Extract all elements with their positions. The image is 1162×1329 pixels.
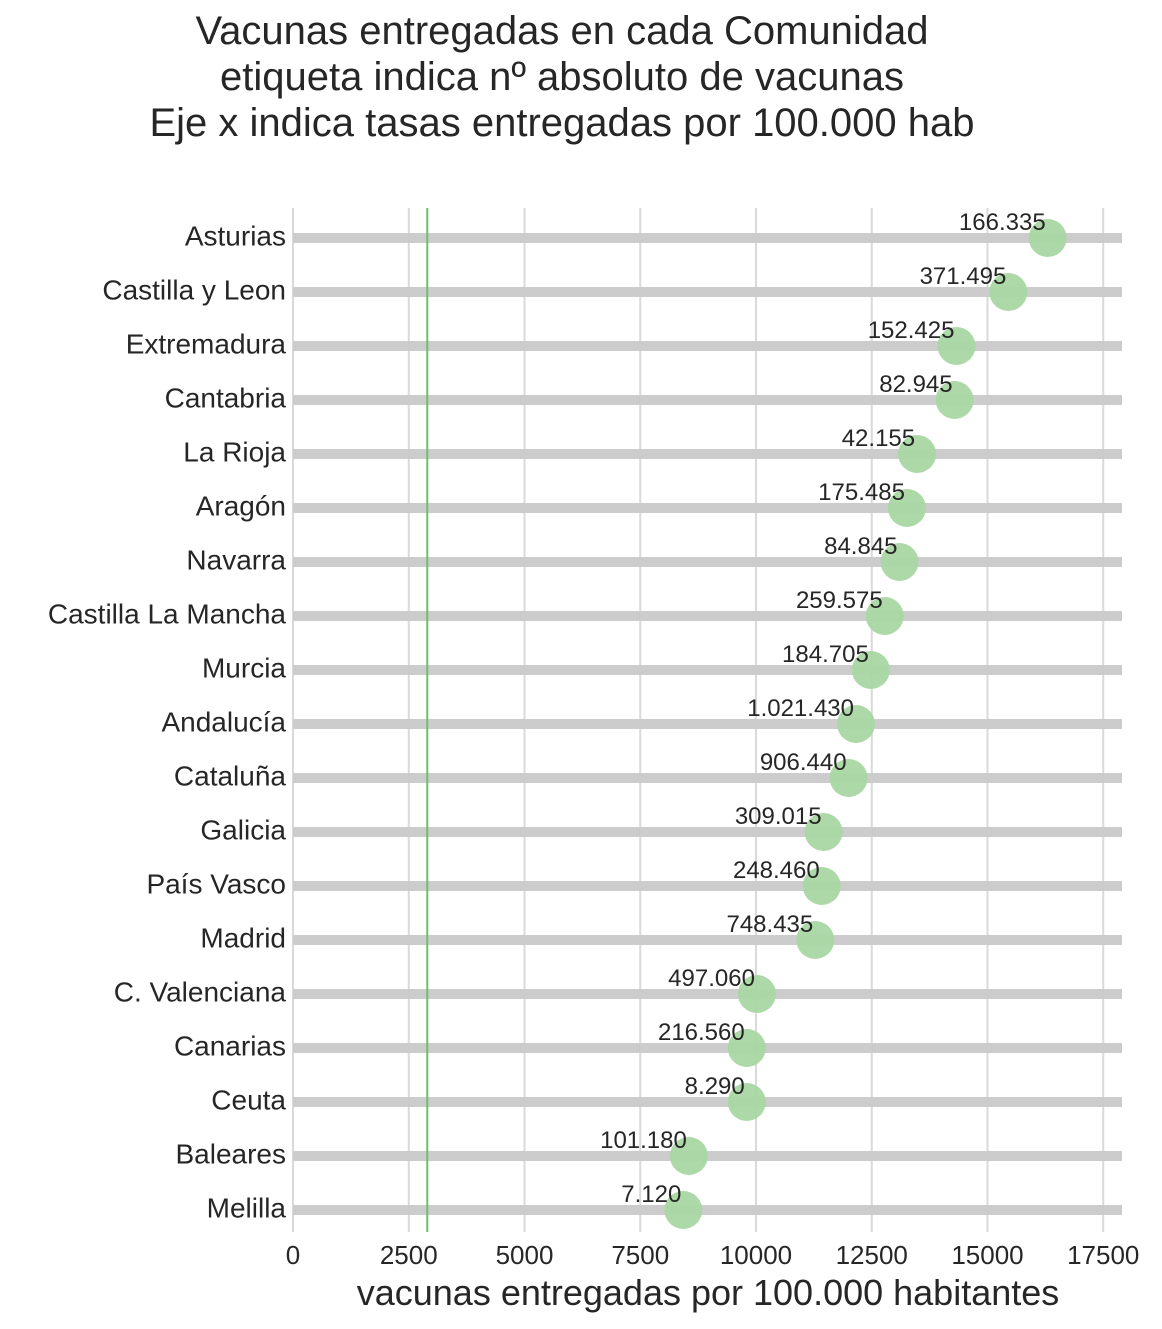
x-tick-label: 10000 bbox=[720, 1240, 792, 1270]
x-tick-label: 2500 bbox=[380, 1240, 438, 1270]
y-tick-label: País Vasco bbox=[146, 868, 286, 899]
data-label: 175.485 bbox=[818, 479, 905, 506]
y-tick-label: Galicia bbox=[200, 814, 286, 845]
data-point bbox=[1028, 219, 1067, 257]
data-label: 8.290 bbox=[685, 1073, 745, 1100]
data-label: 748.435 bbox=[726, 911, 813, 938]
chart-title-line-2: etiqueta indica nº absoluto de vacunas bbox=[220, 55, 904, 99]
chart-title-line-1: Vacunas entregadas en cada Comunidad bbox=[195, 9, 929, 53]
data-point bbox=[880, 543, 919, 581]
data-point bbox=[727, 1029, 766, 1067]
y-tick-label: Castilla y Leon bbox=[102, 274, 286, 305]
y-tick-label: La Rioja bbox=[183, 436, 286, 467]
chart-title: Vacunas entregadas en cada Comunidad eti… bbox=[0, 8, 1124, 146]
data-point bbox=[837, 705, 876, 743]
data-point bbox=[804, 813, 843, 851]
chart-title-line-3: Eje x indica tasas entregadas por 100.00… bbox=[149, 101, 975, 145]
data-label: 259.575 bbox=[796, 587, 883, 614]
y-tick-label: C. Valenciana bbox=[114, 976, 287, 1007]
x-tick-label: 7500 bbox=[611, 1240, 669, 1270]
x-tick-label: 15000 bbox=[951, 1240, 1023, 1270]
data-points bbox=[664, 219, 1067, 1229]
data-point bbox=[737, 975, 776, 1013]
y-tick-label: Canarias bbox=[174, 1030, 286, 1061]
y-tick-labels: Asturias Castilla y Leon Extremadura Cantab… bbox=[48, 220, 287, 1223]
x-tick-label: 17500 bbox=[1067, 1240, 1139, 1270]
data-point bbox=[669, 1137, 708, 1175]
y-tick-label: Melilla bbox=[207, 1192, 287, 1223]
y-tick-label: Cataluña bbox=[174, 760, 287, 791]
data-label: 166.335 bbox=[959, 209, 1046, 236]
y-tick-label: Navarra bbox=[186, 544, 286, 575]
y-tick-label: Asturias bbox=[185, 220, 286, 251]
data-point bbox=[887, 489, 926, 527]
data-labels: 166.335 371.495 152.425 82.945 42.155 175.485… bbox=[600, 209, 1046, 1208]
data-point bbox=[865, 597, 904, 635]
data-label: 82.945 bbox=[879, 371, 952, 398]
y-tick-label: Ceuta bbox=[211, 1084, 286, 1115]
data-label: 152.425 bbox=[868, 317, 955, 344]
x-axis-label: vacunas entregadas por 100.000 habitante… bbox=[357, 1272, 1060, 1313]
y-tick-label: Castilla La Mancha bbox=[48, 598, 287, 629]
y-tick-label: Madrid bbox=[200, 922, 286, 953]
x-tick-label: 12500 bbox=[836, 1240, 908, 1270]
data-label: 7.120 bbox=[621, 1181, 681, 1208]
y-tick-label: Andalucía bbox=[161, 706, 286, 737]
data-label: 906.440 bbox=[760, 749, 847, 776]
x-tick-labels: 0 2500 5000 7500 10000 12500 15000 17500 bbox=[286, 1240, 1140, 1270]
y-tick-label: Baleares bbox=[175, 1138, 286, 1169]
data-label: 101.180 bbox=[600, 1127, 687, 1154]
x-tick-label: 0 bbox=[286, 1240, 300, 1270]
data-label: 42.155 bbox=[842, 425, 915, 452]
data-point bbox=[851, 651, 890, 689]
y-tick-label: Cantabria bbox=[165, 382, 287, 413]
y-tick-label: Aragón bbox=[196, 490, 286, 521]
data-point bbox=[802, 867, 841, 905]
data-label: 309.015 bbox=[735, 803, 822, 830]
data-point bbox=[664, 1191, 703, 1229]
data-label: 497.060 bbox=[668, 965, 755, 992]
data-point bbox=[935, 381, 974, 419]
data-point bbox=[898, 435, 937, 473]
y-tick-label: Murcia bbox=[202, 652, 286, 683]
data-label: 1.021.430 bbox=[747, 695, 854, 722]
data-label: 184.705 bbox=[782, 641, 869, 668]
data-point bbox=[937, 327, 976, 365]
data-point bbox=[796, 921, 835, 959]
data-point bbox=[829, 759, 868, 797]
y-tick-label: Extremadura bbox=[126, 328, 287, 359]
data-label: 216.560 bbox=[658, 1019, 745, 1046]
data-label: 248.460 bbox=[733, 857, 820, 884]
data-point bbox=[727, 1083, 766, 1121]
row-bars bbox=[293, 233, 1122, 1215]
data-point bbox=[989, 273, 1028, 311]
data-label: 84.845 bbox=[824, 533, 897, 560]
data-label: 371.495 bbox=[920, 263, 1007, 290]
x-tick-label: 5000 bbox=[496, 1240, 554, 1270]
